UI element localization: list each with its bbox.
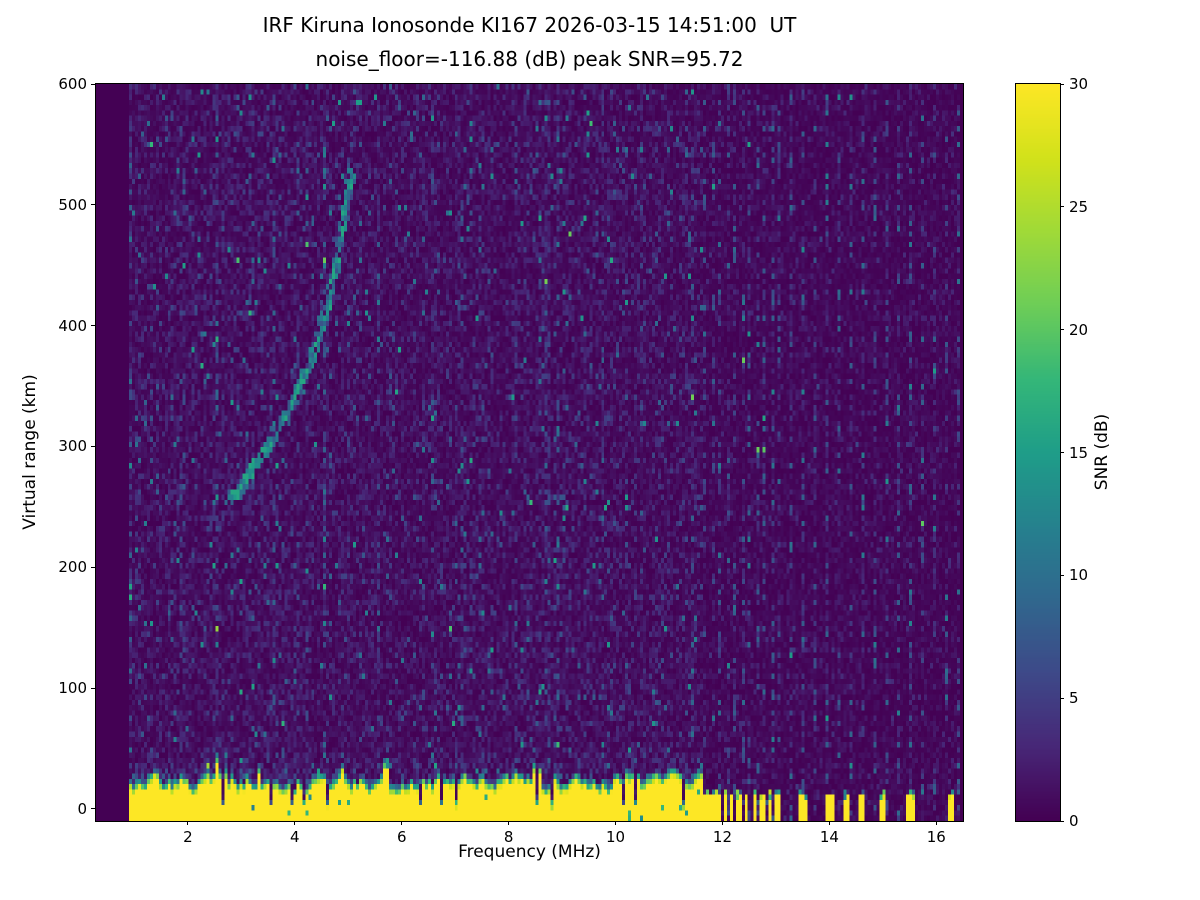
x-tick-mark (935, 821, 937, 825)
y-tick-label: 400 (58, 316, 87, 335)
x-tick-label: 12 (712, 828, 732, 846)
x-axis-label: Frequency (MHz) (458, 842, 601, 862)
y-tick-label: 300 (58, 437, 87, 456)
colorbar-tick-label: 10 (1069, 566, 1089, 585)
colorbar-tick-label: 0 (1069, 812, 1079, 830)
colorbar-tick-label: 15 (1069, 443, 1089, 462)
y-tick-label: 200 (58, 558, 87, 577)
x-tick-mark (721, 821, 723, 825)
y-tick-mark (91, 445, 95, 447)
colorbar-tick-label: 30 (1069, 75, 1089, 93)
colorbar (1015, 83, 1061, 822)
x-tick-label: 8 (503, 828, 514, 846)
y-tick-label: 0 (77, 799, 87, 818)
y-axis-label: Virtual range (km) (20, 374, 40, 530)
y-tick-mark (91, 325, 95, 327)
x-tick-label: 6 (396, 828, 407, 846)
colorbar-tick-mark (1060, 206, 1064, 208)
chart-title: IRF Kiruna Ionosonde KI167 2026-03-15 14… (96, 8, 963, 76)
y-tick-label: 600 (58, 75, 87, 93)
colorbar-tick-mark (1060, 329, 1064, 331)
x-tick-label: 10 (606, 828, 626, 846)
y-tick-mark (91, 566, 95, 568)
colorbar-tick-label: 20 (1069, 320, 1089, 339)
ionogram-heatmap-canvas (96, 84, 963, 821)
heatmap-plot-area (95, 83, 964, 822)
x-tick-mark (615, 821, 617, 825)
y-tick-label: 500 (58, 195, 87, 214)
x-tick-mark (294, 821, 296, 825)
colorbar-tick-mark (1060, 452, 1064, 453)
chart-title-line2: noise_floor=-116.88 (dB) peak SNR=95.72 (315, 47, 744, 71)
x-tick-mark (187, 821, 189, 825)
x-tick-mark (828, 821, 830, 825)
x-tick-mark (508, 821, 510, 825)
x-tick-label: 4 (290, 828, 300, 846)
colorbar-tick-label: 5 (1069, 689, 1079, 708)
x-tick-label: 14 (819, 828, 839, 846)
colorbar-gradient-canvas (1016, 84, 1060, 821)
x-tick-mark (401, 821, 403, 825)
chart-title-line1: IRF Kiruna Ionosonde KI167 2026-03-15 14… (262, 13, 797, 37)
y-tick-label: 100 (58, 679, 87, 698)
y-tick-mark (91, 83, 95, 85)
colorbar-tick-mark (1060, 574, 1064, 576)
y-tick-mark (91, 808, 95, 810)
colorbar-tick-label: 25 (1069, 197, 1089, 216)
x-tick-label: 16 (926, 828, 946, 846)
y-tick-mark (91, 687, 95, 689)
x-tick-label: 2 (183, 828, 193, 846)
colorbar-tick-mark (1060, 83, 1064, 85)
y-tick-mark (91, 204, 95, 206)
colorbar-tick-mark (1060, 820, 1064, 822)
colorbar-tick-mark (1060, 697, 1064, 699)
